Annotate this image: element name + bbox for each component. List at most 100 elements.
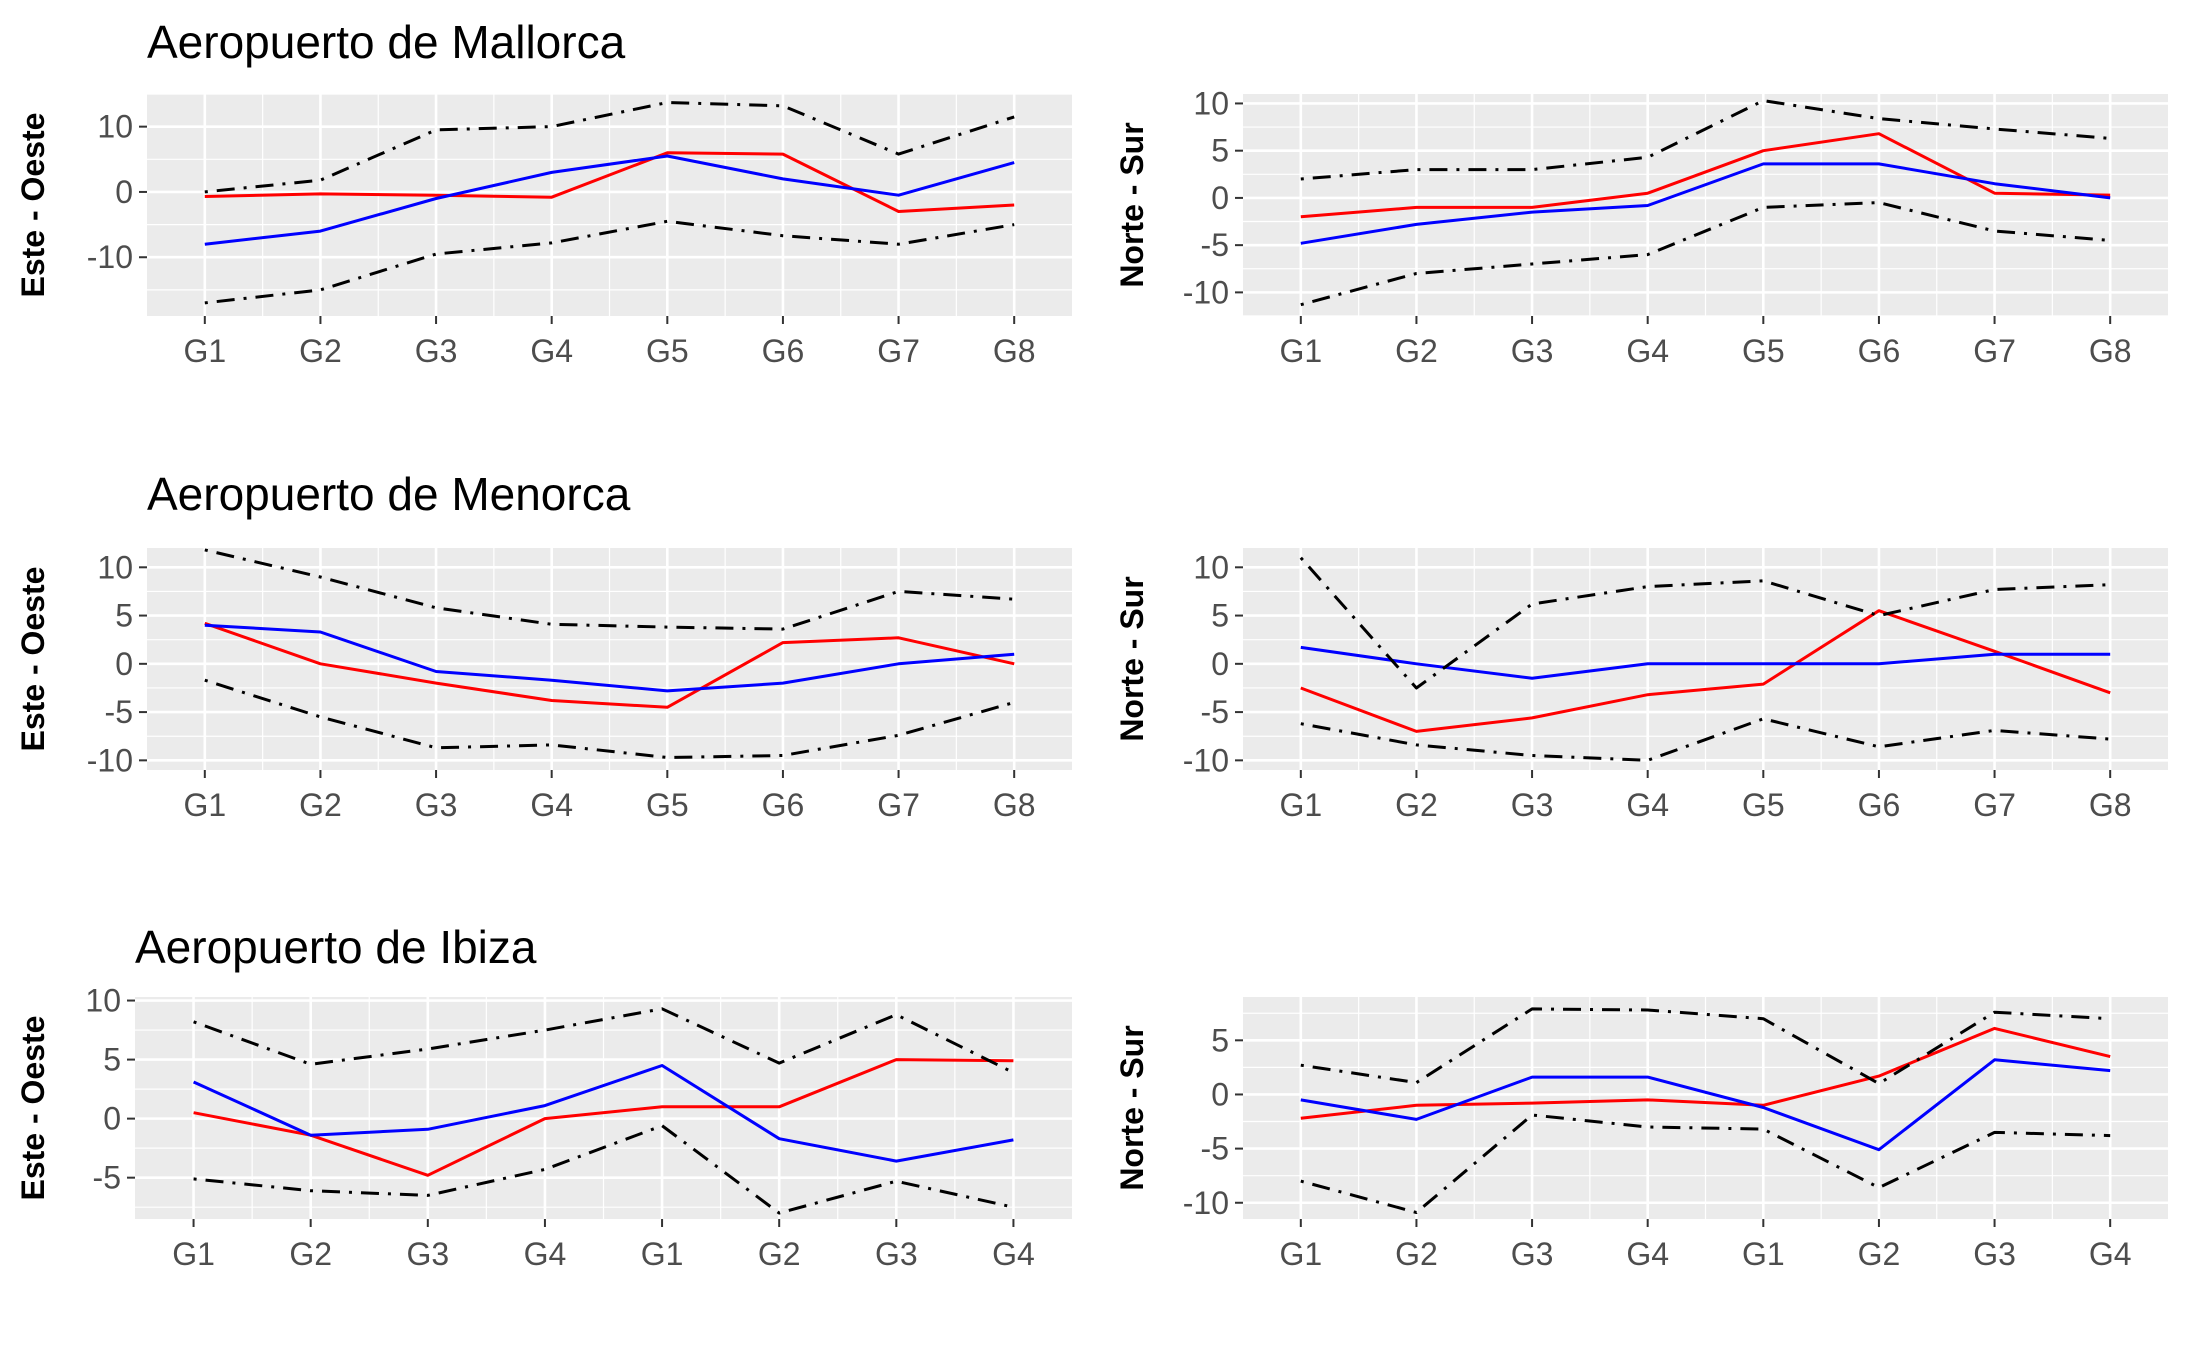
- x-tick-label: G2: [758, 1236, 801, 1272]
- y-tick-label: 5: [1211, 133, 1229, 169]
- y-tick-label: 0: [115, 174, 133, 210]
- y-tick-label: 5: [1211, 598, 1229, 634]
- y-tick-label: 5: [103, 1042, 121, 1078]
- band-line-3: [204, 678, 1015, 759]
- x-tick-label: G8: [2089, 787, 2132, 823]
- band-line-3: [1300, 201, 2111, 307]
- x-tick-label: G3: [1511, 333, 1554, 369]
- panel-6: -10 -5 0 5 G1 G2 G3 G4 G1 G2 G3 G4 Norte - Sur: [1114, 997, 2168, 1272]
- x-tick-label: G4: [2089, 1236, 2132, 1272]
- x-tick-label: G7: [877, 787, 920, 823]
- blue-series-line-1: [204, 154, 1015, 246]
- y-tick-label: -5: [1201, 1131, 1229, 1167]
- x-tick-label: G8: [993, 333, 1036, 369]
- y-axis-label: Norte - Sur: [1114, 576, 1150, 741]
- x-tick-label: G2: [1858, 1236, 1901, 1272]
- y-tick-label: 0: [1211, 1076, 1229, 1112]
- y-tick-label: -10: [1183, 1185, 1229, 1221]
- blue-series-line-1: [1300, 1058, 2111, 1152]
- x-tick-label: G1: [172, 1236, 215, 1272]
- x-tick-label: G4: [992, 1236, 1035, 1272]
- x-tick-label: G4: [1626, 1236, 1669, 1272]
- red-series-line-0: [1300, 132, 2111, 219]
- x-tick-label: G1: [1279, 333, 1322, 369]
- y-tick-label: -10: [87, 239, 133, 275]
- x-tick-label: G1: [1279, 787, 1322, 823]
- red-series-line-0: [204, 151, 1015, 213]
- band-line-3: [193, 1124, 1014, 1215]
- x-tick-label: G2: [1395, 1236, 1438, 1272]
- x-tick-label: G3: [1511, 1236, 1554, 1272]
- x-tick-label: G6: [1858, 333, 1901, 369]
- x-tick-label: G7: [877, 333, 920, 369]
- y-tick-label: -10: [87, 742, 133, 778]
- x-tick-label: G6: [762, 333, 805, 369]
- red-series-line-0: [1300, 609, 2111, 733]
- y-tick-label: -5: [93, 1160, 121, 1196]
- band-line-3: [204, 219, 1015, 305]
- band-line-2: [1300, 1007, 2111, 1086]
- x-tick-label: G3: [875, 1236, 918, 1272]
- red-series-line-0: [193, 1058, 1014, 1177]
- panel-title: Aeropuerto de Ibiza: [135, 921, 537, 973]
- y-axis-label: Norte - Sur: [1114, 1025, 1150, 1190]
- x-tick-label: G2: [1395, 787, 1438, 823]
- y-tick-label: 10: [97, 109, 133, 145]
- blue-series-line-1: [1300, 645, 2111, 680]
- y-tick-label: 0: [103, 1101, 121, 1137]
- x-tick-label: G3: [415, 787, 458, 823]
- blue-series-line-1: [204, 623, 1015, 693]
- x-tick-label: G7: [1973, 787, 2016, 823]
- y-tick-label: 0: [1211, 646, 1229, 682]
- x-tick-label: G1: [641, 1236, 684, 1272]
- x-tick-label: G7: [1973, 333, 2016, 369]
- y-tick-label: 0: [115, 646, 133, 682]
- panel-title: Aeropuerto de Mallorca: [147, 16, 626, 68]
- x-tick-label: G5: [1742, 333, 1785, 369]
- x-tick-label: G6: [1858, 787, 1901, 823]
- x-tick-label: G1: [1742, 1236, 1785, 1272]
- x-tick-label: G2: [1395, 333, 1438, 369]
- y-tick-label: -10: [1183, 742, 1229, 778]
- panel-1: -10 0 10 G1 G2 G3 G4 G5 G6 G7 G8 Aeropuerto de Mall…: [15, 16, 1072, 369]
- x-tick-label: G4: [524, 1236, 567, 1272]
- y-tick-label: 10: [85, 983, 121, 1019]
- x-tick-label: G1: [183, 787, 226, 823]
- band-line-2: [204, 548, 1015, 631]
- x-tick-label: G1: [183, 333, 226, 369]
- x-tick-label: G4: [1626, 787, 1669, 823]
- y-tick-label: 0: [1211, 180, 1229, 216]
- x-tick-label: G5: [646, 787, 689, 823]
- x-tick-label: G2: [299, 787, 342, 823]
- x-tick-label: G3: [1973, 1236, 2016, 1272]
- y-tick-label: 10: [97, 549, 133, 585]
- band-line-2: [1300, 99, 2111, 181]
- y-tick-label: -5: [1201, 694, 1229, 730]
- blue-series-line-1: [192, 1064, 1014, 1163]
- band-line-3: [1300, 1113, 2111, 1214]
- y-tick-label: 5: [1211, 1022, 1229, 1058]
- x-tick-label: G2: [289, 1236, 332, 1272]
- panel-4: -10 -5 0 5 10 G1 G2 G3 G4 G5 G6 G7 G8 Norte - Sur: [1114, 548, 2168, 823]
- x-tick-label: G5: [646, 333, 689, 369]
- panel-5: -5 0 5 10 G1 G2 G3 G4 G1 G2 G3 G4 Aeropuerto de Ibiz…: [15, 921, 1072, 1272]
- y-axis-label: Este - Oeste: [15, 1016, 51, 1201]
- y-axis-label: Este - Oeste: [15, 567, 51, 752]
- y-tick-label: 5: [115, 598, 133, 634]
- x-tick-label: G3: [1511, 787, 1554, 823]
- y-axis-label: Norte - Sur: [1114, 122, 1150, 287]
- band-line-3: [1300, 717, 2111, 762]
- band-line-2: [204, 101, 1015, 194]
- y-tick-label: -10: [1183, 274, 1229, 310]
- red-series-line-0: [1300, 1026, 2111, 1120]
- x-tick-label: G4: [1626, 333, 1669, 369]
- panel-3: -10 -5 0 5 10 G1 G2 G3 G4 G5 G6 G7 G8 Aeropuerto de M…: [15, 468, 1072, 823]
- x-tick-label: G1: [1279, 1236, 1322, 1272]
- x-tick-label: G3: [415, 333, 458, 369]
- x-tick-label: G5: [1742, 787, 1785, 823]
- red-series-line-0: [204, 621, 1015, 709]
- y-tick-label: -5: [1201, 227, 1229, 263]
- x-tick-label: G4: [530, 333, 573, 369]
- x-tick-label: G8: [2089, 333, 2132, 369]
